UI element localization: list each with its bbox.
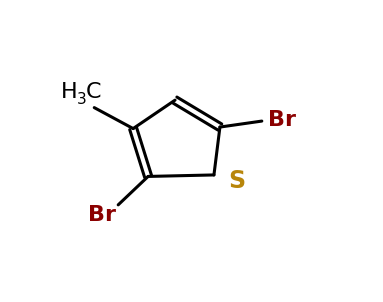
Text: C: C [86,82,101,102]
Text: H: H [61,82,78,102]
Text: 3: 3 [77,92,87,107]
Text: Br: Br [268,110,296,130]
Text: Br: Br [88,205,116,225]
Text: S: S [228,169,245,193]
